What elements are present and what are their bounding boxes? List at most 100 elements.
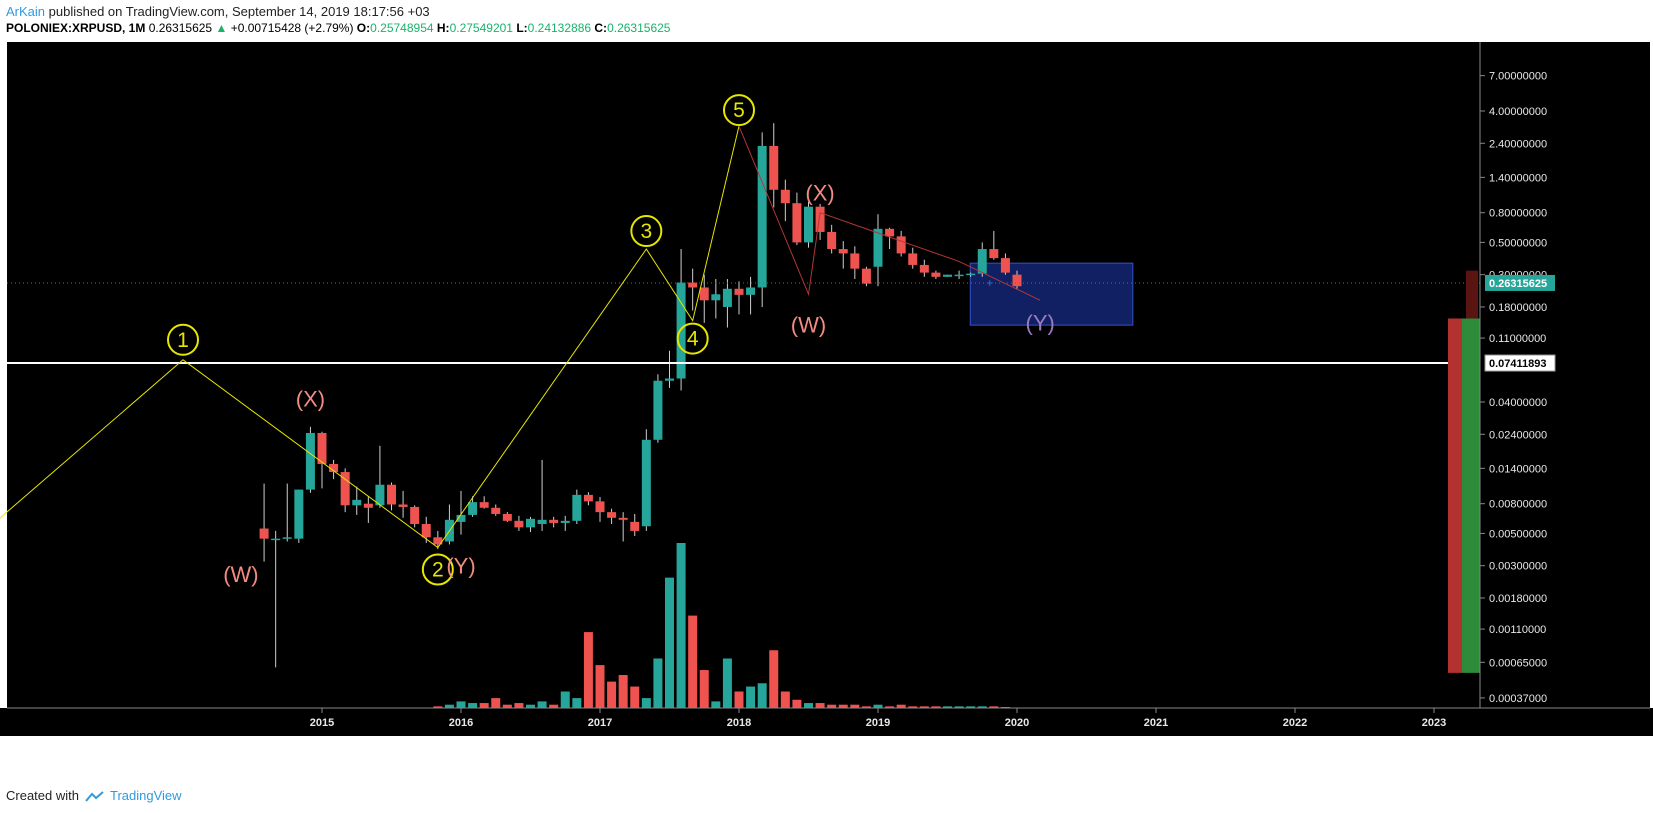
candle-body <box>352 499 362 506</box>
volume-bar <box>954 706 964 708</box>
candle-body <box>317 432 327 464</box>
candle-body <box>1000 258 1010 273</box>
candle-body <box>329 463 339 473</box>
change-arrow-icon: ▲ <box>215 21 228 35</box>
y-tick-label: 7.00000000 <box>1489 71 1547 83</box>
candle-body <box>282 537 292 539</box>
candle-body <box>711 294 721 301</box>
publish-info: published on TradingView.com, September … <box>48 4 430 19</box>
impulse-wave-line <box>0 125 740 549</box>
y-tick-label: 0.00800000 <box>1489 499 1547 511</box>
y-tick-label: 0.00037000 <box>1489 693 1547 705</box>
y-tick-label: 0.00500000 <box>1489 528 1547 540</box>
last-price: 0.26315625 <box>148 21 213 35</box>
candle-body <box>746 287 756 295</box>
candle-body <box>375 484 385 506</box>
target-zone-box <box>969 262 1134 326</box>
created-with-label: Created with <box>6 788 79 803</box>
volume-bar <box>919 706 929 708</box>
volume-bar <box>943 706 952 708</box>
candle-body <box>943 274 952 277</box>
candle-body <box>977 249 987 274</box>
volume-bar <box>885 706 895 708</box>
crosshair-icon: + <box>986 276 993 290</box>
y-tick-label: 4.00000000 <box>1489 106 1547 118</box>
low-value: 0.24132886 <box>527 21 592 35</box>
candle-body <box>804 206 813 243</box>
author-link[interactable]: ArKain <box>6 4 46 19</box>
volume-bar <box>479 703 489 708</box>
candle-body <box>954 274 964 277</box>
y-tick-label: 0.00180000 <box>1489 593 1547 605</box>
candle-body <box>560 520 570 523</box>
y-tick-label: 0.00300000 <box>1489 561 1547 573</box>
volume-profile-upper-bar <box>1466 270 1478 319</box>
candle-body <box>861 268 871 284</box>
close-label: C: <box>594 21 608 35</box>
x-tick-label: 2018 <box>727 717 751 729</box>
candle-body <box>549 519 559 523</box>
candle-body <box>641 439 651 527</box>
wave-count-circle-5 <box>723 94 755 127</box>
corrective-label-x2: (X) <box>805 181 834 206</box>
y-tick-label: 0.50000000 <box>1489 237 1547 249</box>
volume-bar <box>861 706 871 708</box>
volume-bar <box>896 704 906 708</box>
candle-body <box>792 203 802 243</box>
candle-body <box>653 380 663 440</box>
time-axis-background <box>0 708 1653 736</box>
volume-bar <box>746 686 756 708</box>
candle-body <box>583 494 593 502</box>
volume-bar <box>688 615 698 708</box>
y-tick-label: 0.01400000 <box>1489 463 1547 475</box>
y-tick-label: 2.40000000 <box>1489 138 1547 150</box>
chart-background <box>7 42 1650 708</box>
volume-bar <box>757 683 767 708</box>
corrective-wave-line <box>738 125 1041 301</box>
y-tick-label: 0.04000000 <box>1489 397 1547 409</box>
volume-bar <box>537 701 547 708</box>
volume-bar <box>641 698 651 708</box>
volume-bar <box>769 650 779 708</box>
candle-body <box>572 494 582 521</box>
volume-bar <box>780 691 790 708</box>
corrective-label-y1: (Y) <box>446 554 475 579</box>
volume-bar <box>966 706 976 708</box>
candle-body <box>491 507 501 514</box>
wave-count-circle-1 <box>167 323 199 356</box>
low-label: L: <box>516 21 528 35</box>
candle-body <box>931 272 941 277</box>
volume-bar <box>722 658 732 708</box>
candle-body <box>607 512 617 518</box>
wave-count-circle-3 <box>630 215 663 248</box>
volume-bar <box>572 698 582 708</box>
candle-body <box>387 484 396 505</box>
volume-bar <box>873 704 883 708</box>
candle-body <box>966 273 976 276</box>
volume-bar <box>526 704 535 708</box>
candle-body <box>456 514 466 522</box>
volume-bar <box>815 703 825 708</box>
candle-body <box>537 519 547 525</box>
wave-count-label-2: 2 <box>432 559 444 582</box>
volume-bar <box>502 704 512 708</box>
tradingview-logo-icon <box>84 790 104 802</box>
volume-bar <box>676 543 686 708</box>
volume-bar <box>607 681 617 708</box>
footer: Created with TradingView <box>6 788 182 803</box>
volume-bar <box>850 704 860 708</box>
candle-body <box>514 520 524 528</box>
volume-bar <box>560 691 570 708</box>
volume-bar <box>618 675 628 708</box>
volume-bar <box>549 704 559 708</box>
candle-body <box>433 537 443 545</box>
candle-body <box>838 249 848 254</box>
publish-line: ArKain published on TradingView.com, Sep… <box>6 4 430 19</box>
volume-bar <box>792 699 802 708</box>
candle-body <box>259 528 269 539</box>
candle-body <box>688 282 698 288</box>
tradingview-brand-link[interactable]: TradingView <box>110 788 182 803</box>
candle-body <box>665 378 674 381</box>
volume-bar <box>444 704 454 708</box>
